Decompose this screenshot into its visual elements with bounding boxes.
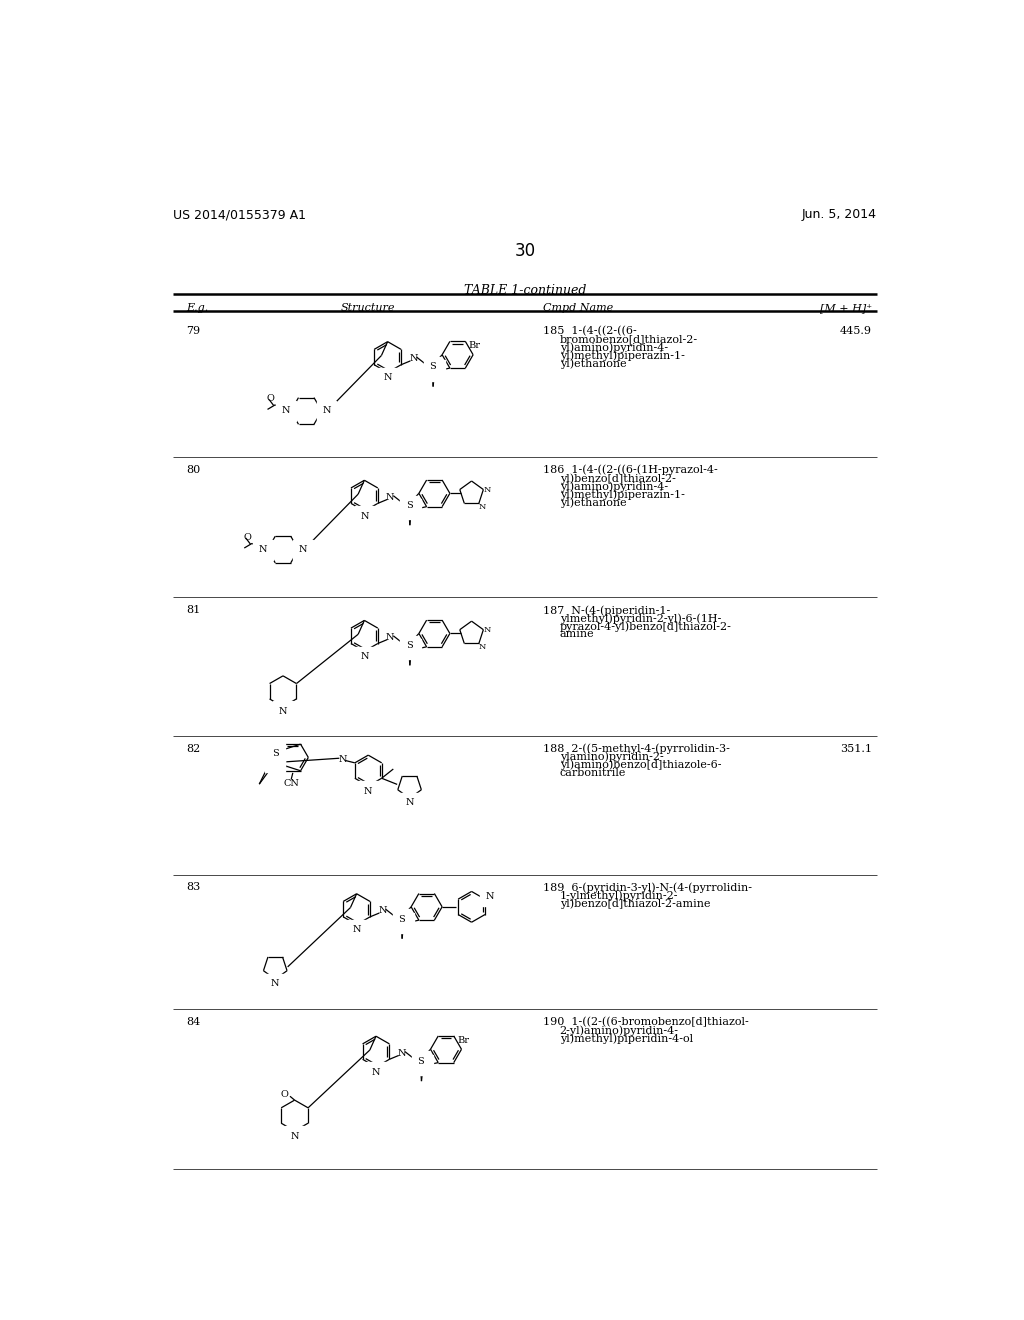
Text: pyrazol-4-yl)benzo[d]thiazol-2-: pyrazol-4-yl)benzo[d]thiazol-2-: [560, 622, 731, 632]
Text: 445.9: 445.9: [840, 326, 872, 337]
Text: S: S: [272, 748, 280, 758]
Text: N: N: [408, 504, 416, 513]
Text: yl)ethanone: yl)ethanone: [560, 498, 627, 508]
Text: ylamino)pyridin-2-: ylamino)pyridin-2-: [560, 751, 664, 762]
Text: N: N: [410, 354, 418, 363]
Text: N: N: [323, 407, 331, 416]
Text: 186  1-(4-((2-((6-(1H-pyrazol-4-: 186 1-(4-((2-((6-(1H-pyrazol-4-: [543, 465, 718, 475]
Text: N: N: [372, 1068, 380, 1077]
Text: N: N: [282, 407, 291, 416]
Text: N: N: [483, 486, 490, 494]
Text: 2-yl)amino)pyridin-4-: 2-yl)amino)pyridin-4-: [560, 1026, 679, 1036]
Text: S: S: [406, 502, 413, 510]
Text: N: N: [338, 755, 347, 763]
Text: ylmethyl)pyridin-2-yl)-6-(1H-: ylmethyl)pyridin-2-yl)-6-(1H-: [560, 612, 721, 623]
Text: N: N: [378, 907, 387, 915]
Text: E.g.: E.g.: [186, 304, 208, 313]
Text: yl)ethanone: yl)ethanone: [560, 359, 627, 370]
Text: N: N: [483, 626, 490, 634]
Text: N: N: [270, 758, 280, 767]
Text: Br: Br: [458, 1036, 469, 1044]
Text: US 2014/0155379 A1: US 2014/0155379 A1: [173, 209, 306, 222]
Text: O: O: [281, 1090, 289, 1100]
Text: yl)amino)pyridin-4-: yl)amino)pyridin-4-: [560, 342, 668, 352]
Text: 79: 79: [186, 326, 201, 337]
Text: bromobenzo[d]thiazol-2-: bromobenzo[d]thiazol-2-: [560, 334, 697, 345]
Text: 84: 84: [186, 1016, 201, 1027]
Text: N: N: [352, 925, 360, 935]
Text: N: N: [386, 632, 394, 642]
Text: amine: amine: [560, 630, 594, 639]
Text: yl)amino)benzo[d]thiazole-6-: yl)amino)benzo[d]thiazole-6-: [560, 760, 721, 771]
Text: N: N: [279, 706, 288, 715]
Text: CN: CN: [284, 779, 299, 788]
Text: N: N: [386, 492, 394, 502]
Text: [M + H]⁺: [M + H]⁺: [820, 304, 872, 313]
Text: 30: 30: [514, 242, 536, 260]
Text: carbonitrile: carbonitrile: [560, 768, 626, 777]
Text: yl)benzo[d]thiazol-2-: yl)benzo[d]thiazol-2-: [560, 473, 676, 483]
Text: 81: 81: [186, 605, 201, 615]
Text: N: N: [408, 644, 416, 653]
Text: N: N: [479, 503, 486, 511]
Text: N: N: [397, 1048, 407, 1057]
Text: S: S: [429, 363, 436, 371]
Text: N: N: [419, 1060, 427, 1069]
Text: yl)methyl)piperazin-1-: yl)methyl)piperazin-1-: [560, 490, 685, 500]
Text: Structure: Structure: [341, 304, 395, 313]
Text: 187  N-(4-(piperidin-1-: 187 N-(4-(piperidin-1-: [543, 605, 670, 615]
Text: 188  2-((5-methyl-4-(pyrrolidin-3-: 188 2-((5-methyl-4-(pyrrolidin-3-: [543, 743, 729, 754]
Text: N: N: [259, 545, 267, 554]
Text: N: N: [485, 892, 494, 902]
Text: Cmpd Name: Cmpd Name: [543, 304, 613, 313]
Text: N: N: [291, 1131, 299, 1140]
Text: yl)methyl)piperidin-4-ol: yl)methyl)piperidin-4-ol: [560, 1034, 693, 1044]
Text: N: N: [399, 919, 408, 927]
Text: yl)benzo[d]thiazol-2-amine: yl)benzo[d]thiazol-2-amine: [560, 899, 711, 909]
Text: N: N: [299, 545, 307, 554]
Text: S: S: [418, 1057, 424, 1067]
Text: N: N: [360, 512, 369, 521]
Text: 189  6-(pyridin-3-yl)-N-(4-(pyrrolidin-: 189 6-(pyridin-3-yl)-N-(4-(pyrrolidin-: [543, 882, 752, 892]
Text: 82: 82: [186, 743, 201, 754]
Text: S: S: [398, 915, 404, 924]
Text: S: S: [406, 642, 413, 651]
Text: 185  1-(4-((2-((6-: 185 1-(4-((2-((6-: [543, 326, 636, 337]
Text: 190  1-((2-((6-bromobenzo[d]thiazol-: 190 1-((2-((6-bromobenzo[d]thiazol-: [543, 1016, 749, 1027]
Text: 80: 80: [186, 465, 201, 475]
Text: Br: Br: [469, 341, 481, 350]
Text: N: N: [430, 366, 439, 375]
Text: O: O: [266, 395, 274, 403]
Text: N: N: [271, 979, 280, 989]
Text: 1-ylmethyl)pyridin-2-: 1-ylmethyl)pyridin-2-: [560, 890, 678, 900]
Text: TABLE 1-continued: TABLE 1-continued: [464, 284, 586, 297]
Text: 351.1: 351.1: [840, 743, 872, 754]
Text: O: O: [244, 533, 251, 541]
Text: N: N: [406, 799, 414, 808]
Text: N: N: [383, 374, 392, 383]
Text: Jun. 5, 2014: Jun. 5, 2014: [802, 209, 877, 222]
Text: N: N: [360, 652, 369, 661]
Text: 83: 83: [186, 882, 201, 892]
Text: N: N: [364, 787, 373, 796]
Text: N: N: [479, 643, 486, 651]
Text: yl)methyl)piperazin-1-: yl)methyl)piperazin-1-: [560, 351, 685, 362]
Text: yl)amino)pyridin-4-: yl)amino)pyridin-4-: [560, 480, 668, 491]
